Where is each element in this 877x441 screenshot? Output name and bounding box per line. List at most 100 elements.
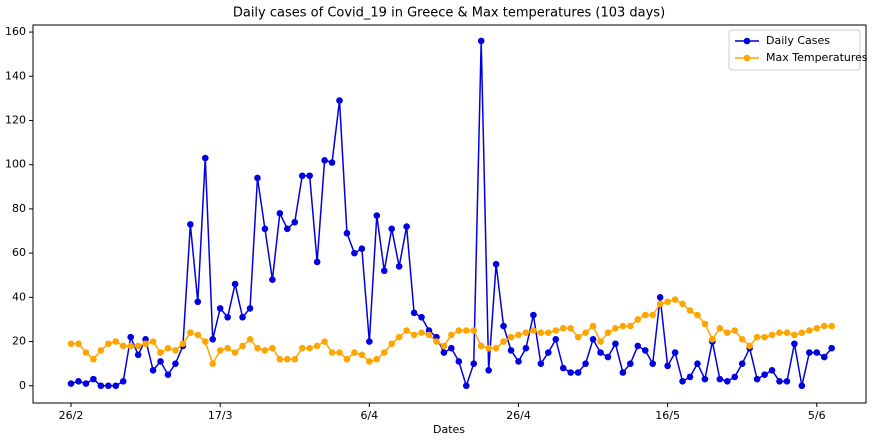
data-point <box>738 360 746 367</box>
data-point <box>127 333 134 341</box>
data-point <box>97 347 105 354</box>
x-tick-label: 16/5 <box>655 409 680 422</box>
data-point <box>589 322 597 330</box>
y-tick-label: 60 <box>12 246 26 259</box>
data-point <box>164 344 172 352</box>
data-point <box>455 358 463 365</box>
data-point <box>403 223 410 230</box>
data-point <box>380 267 388 275</box>
data-point <box>559 364 567 372</box>
data-point <box>440 342 448 350</box>
data-point <box>492 260 500 268</box>
data-point <box>187 329 194 337</box>
data-point <box>627 360 634 367</box>
data-point <box>582 360 589 367</box>
data-point <box>448 331 455 339</box>
data-point <box>231 280 239 288</box>
data-point <box>425 331 433 339</box>
data-point <box>559 324 567 332</box>
legend-box <box>728 29 861 71</box>
data-point <box>798 329 806 337</box>
data-point <box>649 360 657 367</box>
data-point <box>641 311 649 319</box>
data-point <box>261 347 269 354</box>
data-point <box>582 329 589 337</box>
data-point <box>597 338 604 345</box>
data-point <box>298 172 306 180</box>
data-point <box>283 355 291 363</box>
data-point <box>313 342 321 350</box>
data-point <box>276 210 284 217</box>
data-point <box>82 349 90 356</box>
data-point <box>828 322 835 330</box>
data-point <box>157 358 164 365</box>
data-point <box>321 338 328 345</box>
data-point <box>500 322 507 330</box>
data-point <box>328 159 336 166</box>
legend-marker <box>743 54 751 62</box>
data-point <box>515 358 522 365</box>
plot-area <box>32 24 867 404</box>
legend-label: Daily Cases <box>766 34 830 47</box>
x-tick-label: 26/4 <box>506 409 531 422</box>
data-point <box>380 349 388 356</box>
data-point <box>813 349 821 356</box>
data-point <box>686 307 694 314</box>
data-point <box>530 311 537 319</box>
data-point <box>283 225 291 233</box>
y-tick-label: 80 <box>12 202 26 215</box>
data-point <box>231 349 239 356</box>
data-point <box>418 313 425 321</box>
x-tick-label: 5/6 <box>808 409 826 422</box>
data-point <box>477 37 485 45</box>
data-point <box>634 316 642 323</box>
data-point <box>194 298 202 306</box>
data-point <box>201 338 209 345</box>
data-point <box>261 225 269 233</box>
data-point <box>291 218 299 226</box>
data-point <box>119 342 127 350</box>
data-point <box>470 360 478 367</box>
data-point <box>791 331 798 339</box>
x-axis-label: Dates <box>433 423 465 436</box>
data-point <box>589 336 597 343</box>
data-point <box>366 338 373 345</box>
data-point <box>664 362 671 370</box>
data-point <box>634 342 642 350</box>
data-point <box>418 329 425 337</box>
data-point <box>545 349 552 356</box>
data-point <box>612 324 619 332</box>
data-point <box>723 329 731 337</box>
data-point <box>694 360 701 367</box>
data-point <box>75 378 82 385</box>
data-point <box>216 305 224 312</box>
data-point <box>366 358 373 365</box>
data-point <box>679 300 686 308</box>
data-point <box>298 344 306 352</box>
data-point <box>194 331 202 339</box>
x-tick-label: 6/4 <box>360 409 378 422</box>
legend-marker <box>743 37 751 45</box>
data-point <box>336 349 343 356</box>
data-point <box>567 369 574 376</box>
data-point <box>552 327 560 334</box>
data-point <box>172 347 179 354</box>
data-point <box>388 340 396 348</box>
data-point <box>641 347 649 354</box>
data-point <box>351 249 358 257</box>
data-point <box>462 327 470 334</box>
data-point <box>433 338 440 345</box>
data-point <box>709 336 716 343</box>
data-point <box>761 371 768 379</box>
data-point <box>656 300 664 308</box>
data-point <box>492 344 500 352</box>
data-point <box>328 349 336 356</box>
data-point <box>813 324 821 332</box>
data-point <box>321 156 328 164</box>
data-point <box>820 322 828 330</box>
data-point <box>291 355 299 363</box>
data-point <box>753 375 761 383</box>
data-point <box>507 347 515 354</box>
data-point <box>716 324 724 332</box>
